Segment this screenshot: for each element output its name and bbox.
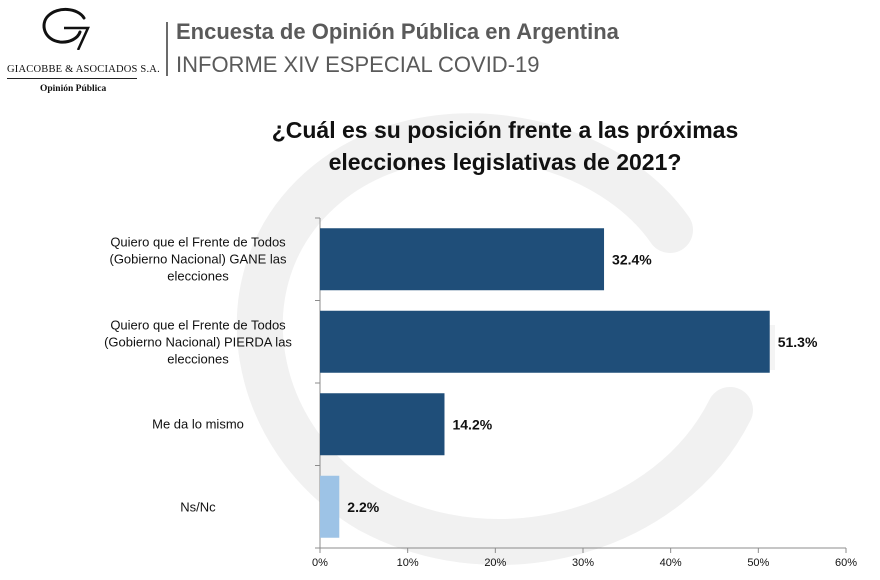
category-label-line: (Gobierno Nacional) GANE las: [109, 251, 287, 267]
chart-title: ¿Cuál es su posición frente a las próxim…: [180, 114, 830, 178]
x-tick-label: 20%: [484, 557, 506, 569]
header-subtitle: INFORME XIV ESPECIAL COVID-19: [176, 52, 540, 77]
header-divider: [166, 22, 168, 76]
chart-title-line-1: ¿Cuál es su posición frente a las próxim…: [271, 117, 739, 143]
category-label: Ns/Nc: [88, 498, 308, 515]
bar-value-label: 51.3%: [778, 334, 818, 350]
header-title: Encuesta de Opinión Pública en Argentina: [176, 19, 619, 44]
logo-company-name: GIACOBBE & ASOCIADOS S.A.: [7, 64, 160, 75]
bar: [320, 310, 770, 373]
bar-value-label: 32.4%: [612, 251, 652, 267]
category-label: Me da lo mismo: [88, 416, 308, 433]
category-label-line: elecciones: [167, 351, 229, 367]
bar-value-label: 2.2%: [347, 499, 379, 515]
logo-subtitle: Opinión Pública: [40, 84, 107, 94]
x-tick-label: 10%: [397, 557, 419, 569]
category-label: Quiero que el Frente de Todos (Gobierno N…: [88, 234, 308, 285]
category-label-line: elecciones: [167, 268, 229, 284]
x-tick-label: 0%: [312, 557, 328, 569]
bar-value-label: 14.2%: [452, 416, 492, 432]
logo-mark-icon: [42, 8, 90, 50]
bar: [320, 228, 605, 291]
chart-title-line-2: elecciones legislativas de 2021?: [328, 149, 682, 175]
x-tick-label: 50%: [747, 557, 769, 569]
category-label-line: Quiero que el Frente de Todos: [110, 317, 286, 333]
x-tick-label: 40%: [660, 557, 682, 569]
bar: [320, 475, 340, 538]
category-label-line: Quiero que el Frente de Todos: [110, 234, 286, 250]
bar: [320, 393, 445, 456]
category-label-line: (Gobierno Nacional) PIERDA las: [104, 334, 292, 350]
logo-divider: [7, 78, 137, 79]
category-label-line: Me da lo mismo: [152, 416, 244, 432]
category-label-line: Ns/Nc: [180, 499, 216, 515]
category-label: Quiero que el Frente de Todos (Gobierno N…: [88, 316, 308, 367]
x-tick-label: 60%: [835, 557, 857, 569]
company-logo: GIACOBBE & ASOCIADOS S.A. Opinión Públic…: [4, 6, 160, 96]
x-tick-label: 30%: [572, 557, 594, 569]
